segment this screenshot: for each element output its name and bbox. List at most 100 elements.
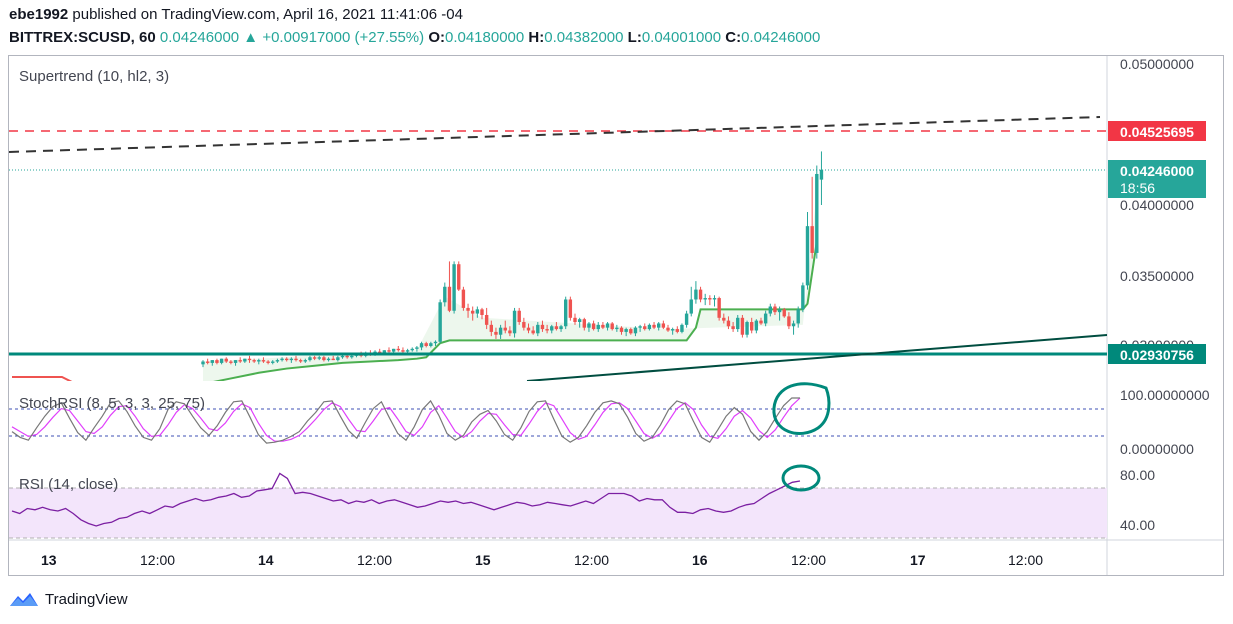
candle-body[interactable] [577, 319, 582, 323]
candle-body[interactable] [350, 355, 354, 358]
candle-body[interactable] [801, 285, 805, 310]
candle-body[interactable] [638, 326, 642, 328]
candle-body[interactable] [712, 298, 717, 300]
candle-body[interactable] [336, 357, 340, 361]
candle-body[interactable] [308, 357, 312, 361]
candle-body[interactable] [452, 264, 456, 311]
candle-body[interactable] [540, 324, 545, 330]
candle-body[interactable] [661, 323, 666, 328]
candle-body[interactable] [233, 360, 238, 363]
candle-body[interactable] [280, 358, 284, 361]
candle-body[interactable] [419, 343, 424, 348]
candle-body[interactable] [615, 327, 619, 330]
candle-body[interactable] [526, 327, 531, 331]
candle-body[interactable] [494, 331, 498, 335]
candle-body[interactable] [605, 323, 610, 328]
candle-body[interactable] [261, 360, 266, 362]
candle-body[interactable] [670, 329, 675, 331]
candle-body[interactable] [819, 169, 824, 180]
candle-body[interactable] [777, 309, 782, 313]
candle-body[interactable] [796, 309, 800, 324]
candle-body[interactable] [257, 360, 261, 362]
candle-body[interactable] [601, 324, 605, 328]
candle-body[interactable] [447, 286, 452, 311]
candle-body[interactable] [317, 357, 321, 359]
candle-body[interactable] [238, 360, 242, 362]
candle-body[interactable] [717, 298, 721, 318]
candle-body[interactable] [810, 226, 814, 253]
candle-body[interactable] [285, 358, 289, 361]
ascending-trendline[interactable] [526, 334, 1107, 381]
candle-body[interactable] [708, 298, 712, 300]
candle-body[interactable] [722, 317, 726, 321]
candle-body[interactable] [694, 289, 698, 300]
candle-body[interactable] [424, 343, 428, 346]
candle-body[interactable] [289, 358, 294, 361]
candle-body[interactable] [517, 310, 521, 323]
candle-body[interactable] [489, 324, 493, 332]
candle-body[interactable] [503, 327, 507, 331]
candle-body[interactable] [545, 329, 549, 331]
candle-body[interactable] [550, 326, 554, 331]
candle-body[interactable] [633, 327, 638, 334]
candle-body[interactable] [215, 360, 219, 363]
candle-body[interactable] [471, 310, 475, 314]
candle-body[interactable] [698, 289, 703, 300]
candle-body[interactable] [782, 309, 786, 317]
candle-body[interactable] [591, 323, 596, 330]
candle-body[interactable] [466, 307, 470, 311]
candle-body[interactable] [624, 329, 628, 332]
candle-body[interactable] [750, 322, 754, 331]
candle-body[interactable] [689, 299, 693, 314]
candle-body[interactable] [759, 320, 763, 324]
candle-body[interactable] [512, 310, 517, 334]
footer-brand[interactable]: TradingView [9, 590, 128, 608]
candle-body[interactable] [294, 358, 298, 361]
candle-body[interactable] [331, 358, 335, 361]
candle-body[interactable] [438, 302, 442, 342]
candle-body[interactable] [564, 299, 568, 327]
candle-body[interactable] [680, 324, 684, 332]
candle-body[interactable] [703, 298, 707, 300]
candle-body[interactable] [610, 323, 614, 330]
candle-body[interactable] [619, 327, 624, 332]
candle-body[interactable] [652, 324, 656, 328]
candle-body[interactable] [754, 320, 759, 331]
candle-body[interactable] [391, 348, 396, 352]
candle-body[interactable] [531, 330, 535, 334]
candle-body[interactable] [675, 329, 679, 332]
candle-body[interactable] [378, 351, 382, 354]
candle-body[interactable] [429, 343, 433, 346]
candle-body[interactable] [587, 323, 591, 328]
candle-body[interactable] [554, 326, 559, 330]
candle-body[interactable] [229, 361, 233, 363]
candle-body[interactable] [415, 347, 419, 349]
candle-body[interactable] [736, 317, 740, 330]
candle-body[interactable] [382, 350, 387, 354]
candle-body[interactable] [484, 314, 489, 325]
candle-body[interactable] [475, 309, 480, 314]
candle-body[interactable] [401, 350, 405, 352]
candle-body[interactable] [345, 355, 349, 358]
candle-body[interactable] [666, 327, 670, 331]
candle-body[interactable] [629, 329, 633, 334]
candle-body[interactable] [573, 317, 577, 323]
candle-body[interactable] [275, 360, 280, 362]
candle-body[interactable] [461, 289, 466, 308]
candle-body[interactable] [768, 306, 772, 314]
candle-body[interactable] [657, 323, 661, 328]
candle-body[interactable] [536, 324, 540, 334]
candle-body[interactable] [480, 309, 484, 315]
candle-body[interactable] [815, 173, 819, 253]
candle-body[interactable] [443, 286, 447, 303]
candle-body[interactable] [647, 324, 652, 330]
candle-body[interactable] [205, 361, 210, 363]
candle-body[interactable] [740, 317, 745, 335]
candle-body[interactable] [568, 299, 573, 318]
candle-body[interactable] [787, 316, 791, 327]
candle-body[interactable] [410, 348, 414, 351]
candle-body[interactable] [498, 327, 503, 335]
candle-body[interactable] [745, 322, 749, 335]
candle-body[interactable] [684, 313, 689, 325]
candle-body[interactable] [387, 350, 391, 352]
